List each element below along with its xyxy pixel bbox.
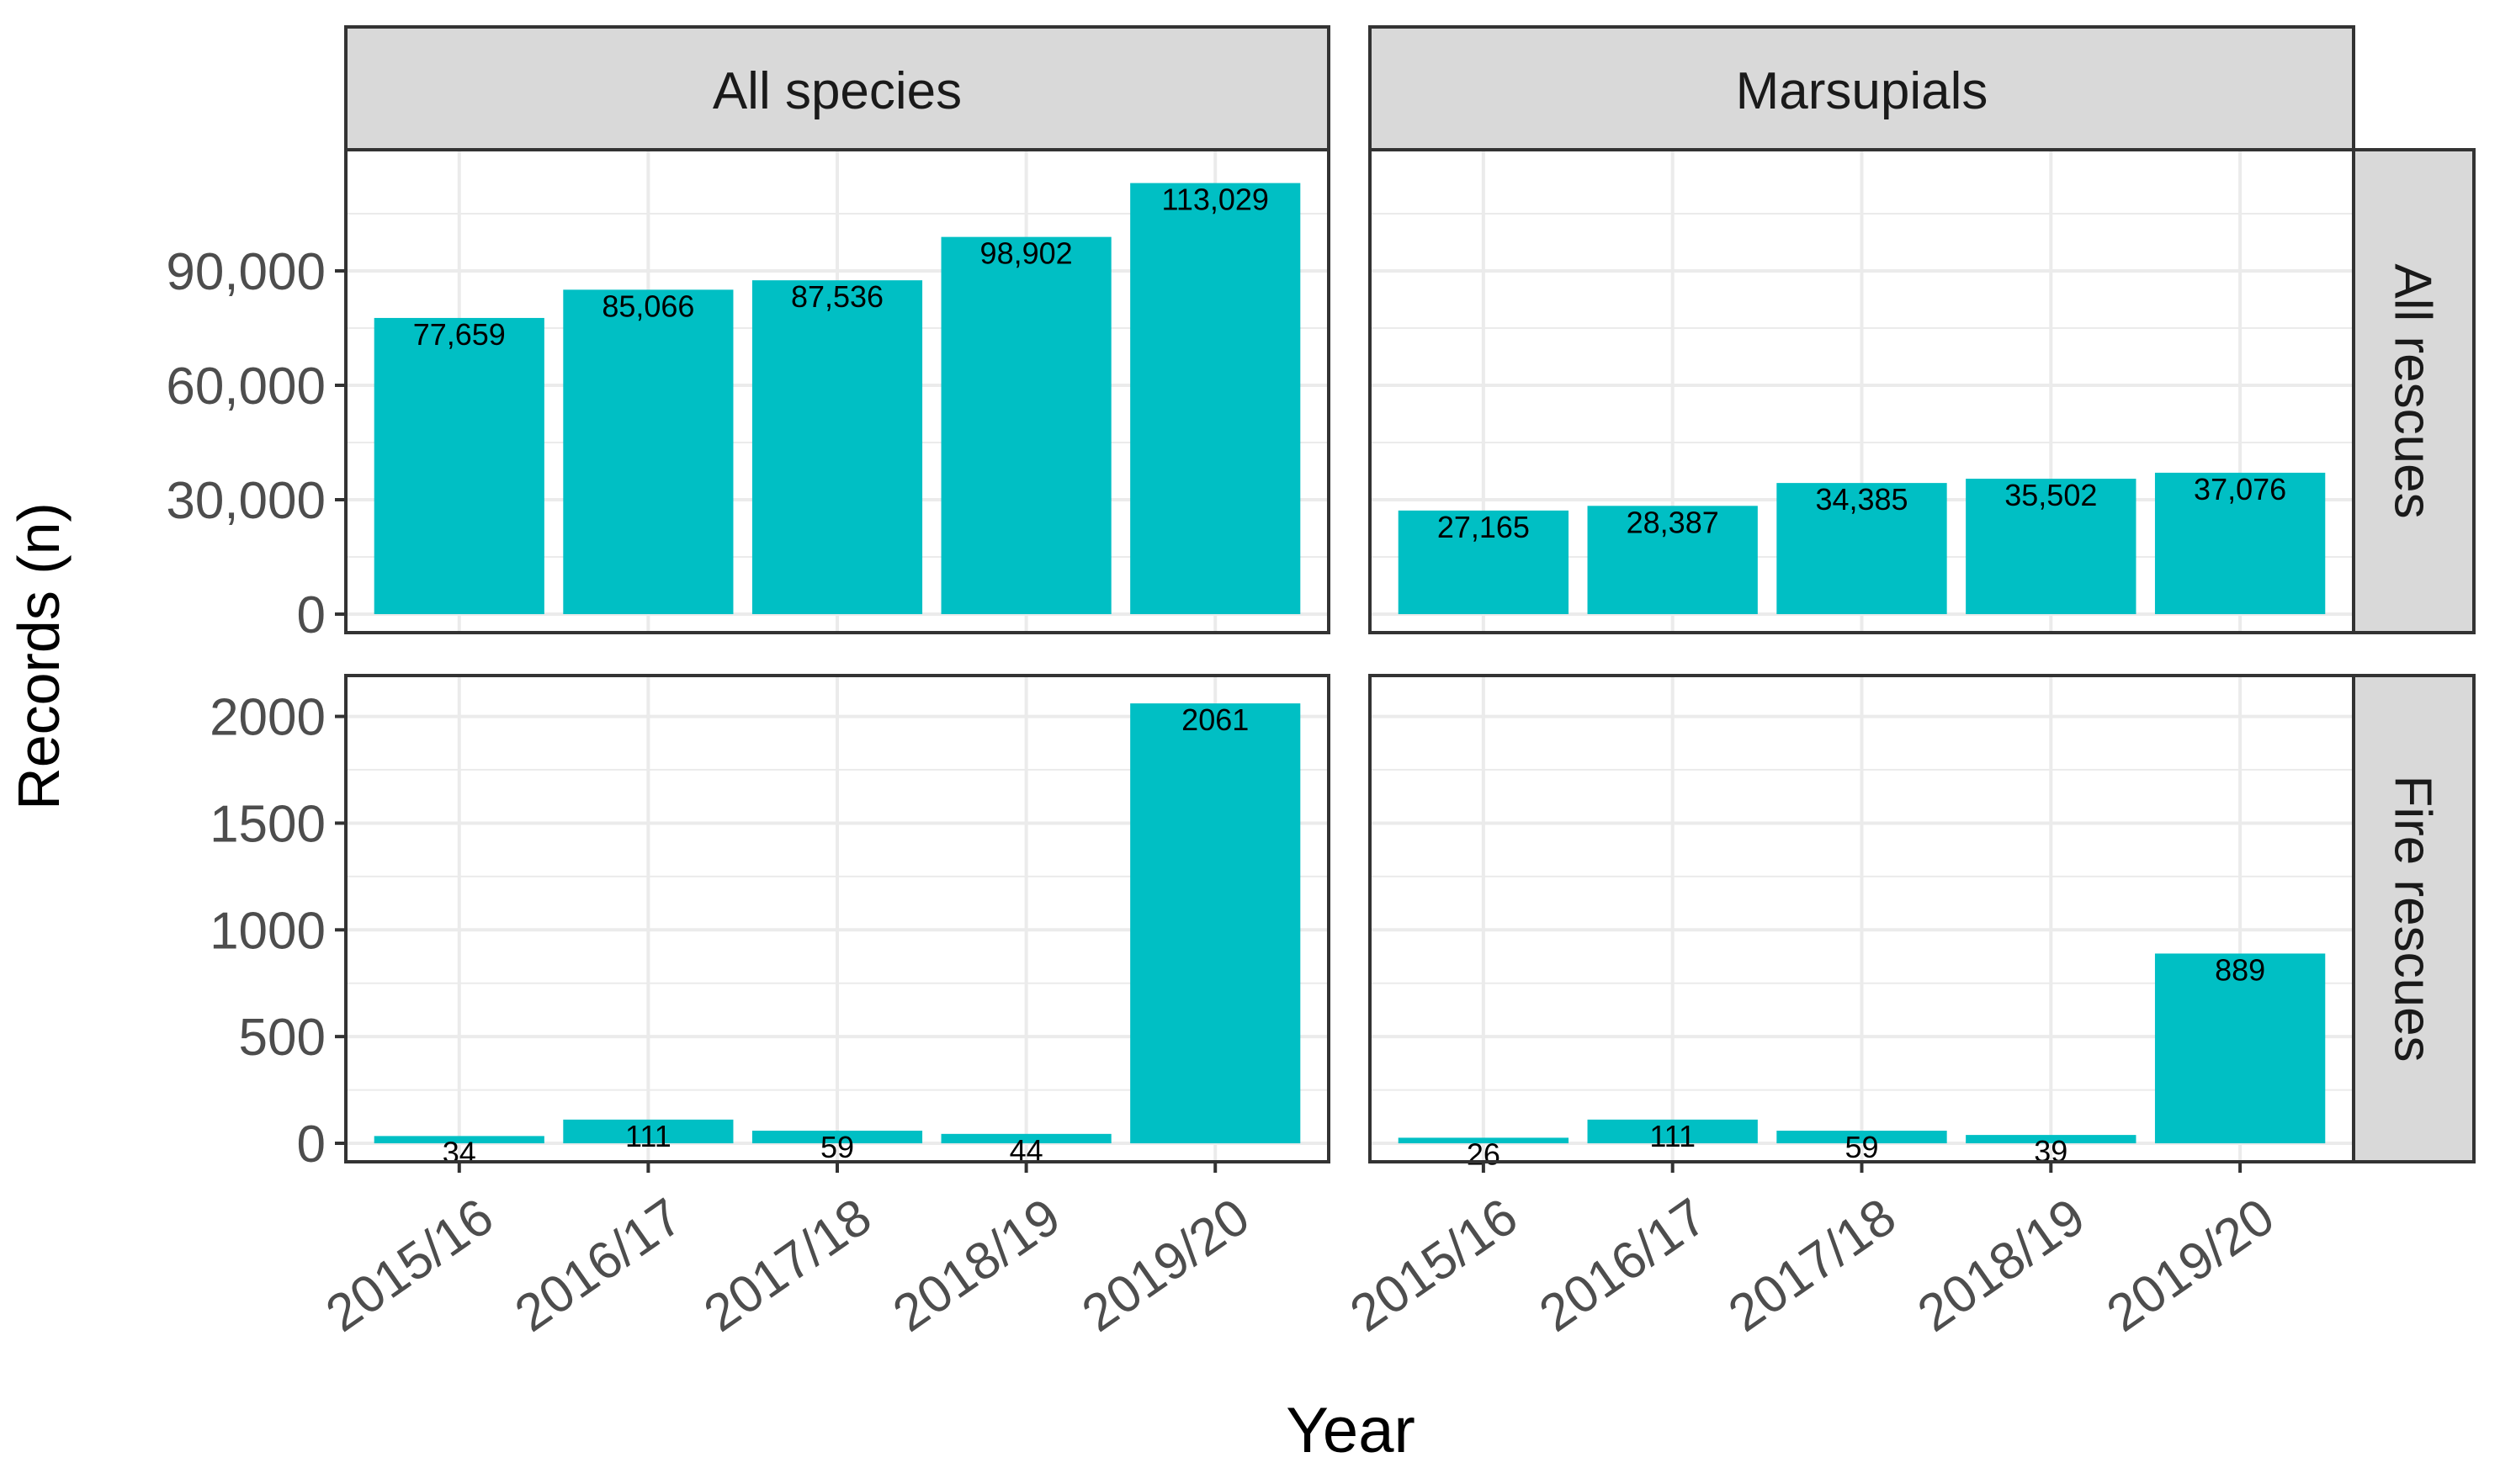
bar-data-label: 27,165 [1437,510,1530,544]
x-axis-title: Year [1286,1395,1415,1466]
y-tick-label: 2000 [210,689,326,747]
y-tick-label: 1500 [210,795,326,853]
y-tick-label: 500 [239,1009,326,1067]
facet-strip [344,25,1330,151]
bar-data-label: 113,029 [1161,183,1268,217]
bar [2154,953,2326,1143]
bar-data-label: 35,502 [2004,478,2097,512]
bar [941,1133,1112,1143]
y-tick-label: 1000 [210,902,326,960]
y-tick-label: 90,000 [166,243,326,301]
bar [1398,510,1569,614]
facet-strip [2352,148,2476,634]
y-tick-label: 0 [297,1116,326,1174]
bar-data-label: 889 [2215,952,2265,987]
y-tick-label: 30,000 [166,472,326,530]
bar [1398,1137,1569,1143]
bar [563,1119,734,1143]
bar-data-label: 98,902 [980,236,1073,271]
bar-data-label: 34,385 [1815,482,1908,517]
y-tick-label: 60,000 [166,358,326,416]
bar [374,1136,544,1143]
bar [1966,479,2136,614]
bar-data-label: 87,536 [791,279,884,314]
bar [1966,1135,2136,1143]
bar [1587,506,1758,614]
bar [374,317,544,614]
bar [751,1131,923,1143]
bar [1130,183,1301,614]
y-tick-label: 0 [297,586,326,644]
bar [1776,1131,1947,1143]
facet-strip-label: All species [713,62,962,120]
bar [2154,472,2326,614]
facet-strip-label: Marsupials [1736,62,1988,120]
bar [751,280,923,614]
facet-strip-label: All rescues [2384,263,2442,518]
facet-strip-label: Fire rescues [2384,775,2442,1062]
bar-data-label: 59 [1844,1130,1878,1164]
bar-data-label: 59 [820,1130,854,1164]
bar [1130,703,1301,1143]
bar-data-label: 28,387 [1627,505,1719,539]
bar-data-label: 111 [1649,1119,1696,1153]
bar-data-label: 85,066 [602,289,694,323]
facet-strip [1368,25,2355,151]
facet-strip [2352,674,2476,1163]
bar [563,289,734,614]
bar-data-label: 111 [625,1119,671,1153]
bar [1776,483,1947,614]
bar [941,236,1112,614]
bar-data-label: 37,076 [2194,472,2286,506]
bar [1587,1119,1758,1143]
bar-data-label: 77,659 [413,317,506,352]
y-axis-title: Records (n) [6,502,72,810]
bar-data-label: 2061 [1181,702,1249,737]
